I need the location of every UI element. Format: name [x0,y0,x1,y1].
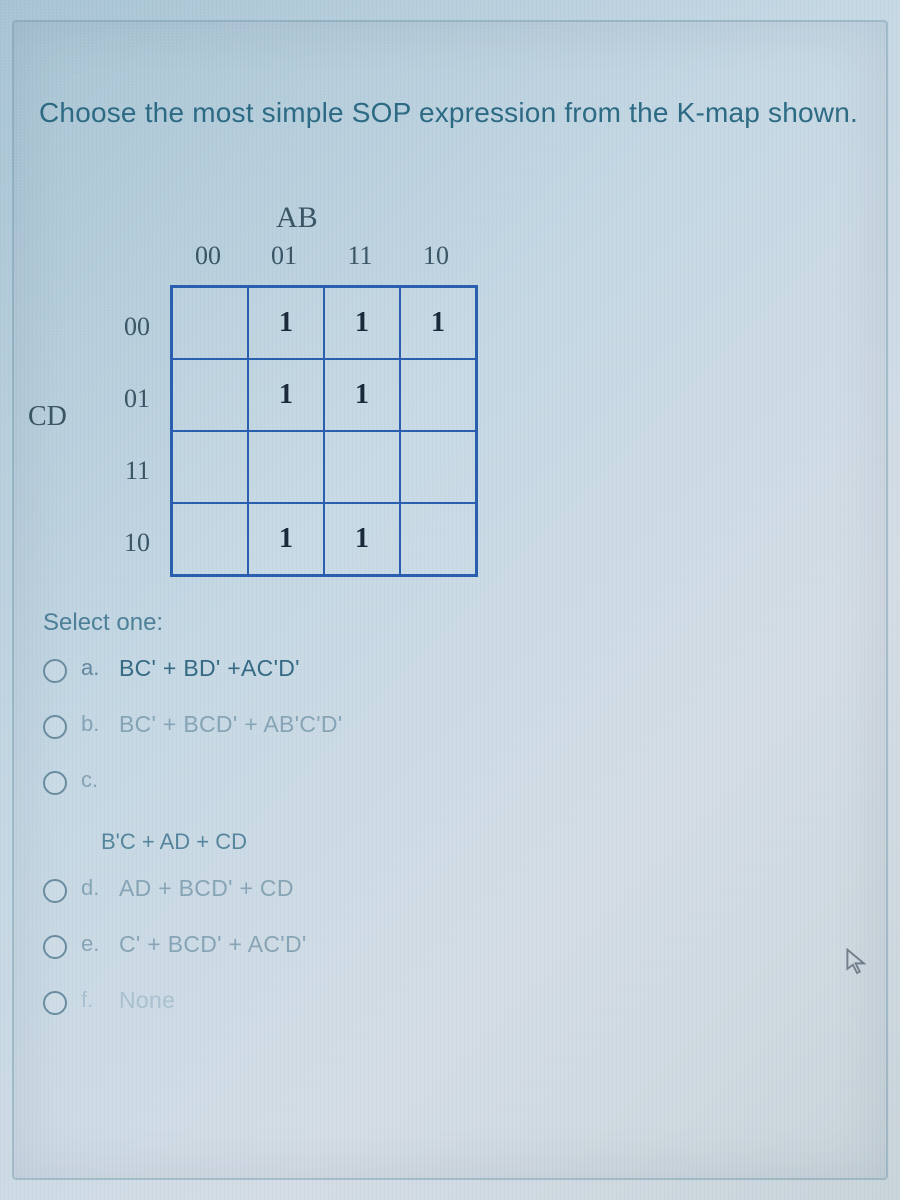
row-header: 10 [110,507,150,579]
kmap-cell [400,503,476,575]
kmap-cell: 1 [324,287,400,359]
option-letter: c. [81,767,105,793]
col-header: 01 [246,241,322,271]
kmap-cell: 1 [400,287,476,359]
col-header: 10 [398,241,474,271]
option-f[interactable]: f. None [43,987,875,1023]
kmap-cell: 1 [324,359,400,431]
kmap-left-var: CD [28,401,67,433]
row-header: 11 [110,435,150,507]
option-letter: e. [81,931,105,957]
option-text: None [119,987,175,1014]
question-content: Choose the most simple SOP expression fr… [25,45,875,1043]
kmap-cell [172,287,248,359]
row-header: 01 [110,363,150,435]
answers-block: Select one: a. BC' + BD' +AC'D' b. BC' +… [43,609,875,1023]
radio-icon[interactable] [43,771,67,795]
cursor-icon [846,948,868,976]
option-letter: b. [81,711,105,737]
option-letter: d. [81,875,105,901]
kmap-cell [172,503,248,575]
kmap-top-var: AB [276,201,318,235]
kmap-cell [248,431,324,503]
option-letter: f. [81,987,105,1013]
kmap-cell [172,431,248,503]
select-one-label: Select one: [43,609,875,637]
option-text: C' + BCD' + AC'D' [119,931,307,958]
kmap-cell: 1 [248,359,324,431]
option-letter: a. [81,655,105,681]
col-header: 00 [170,241,246,271]
kmap-col-headers: 00 01 11 10 [170,241,474,271]
option-text: BC' + BCD' + AB'C'D' [119,711,343,738]
kmap-row-headers: 00 01 11 10 [110,291,150,579]
kmap-cell: 1 [248,287,324,359]
option-text: AD + BCD' + CD [119,875,294,902]
kmap-grid: 1 1 1 1 1 1 1 [170,285,478,577]
kmap-cell: 1 [248,503,324,575]
option-c[interactable]: c. B'C + AD + CD [43,767,875,855]
option-e[interactable]: e. C' + BCD' + AC'D' [43,931,875,967]
option-text: B'C + AD + CD [101,829,875,855]
radio-icon[interactable] [43,715,67,739]
kmap-cell: 1 [324,503,400,575]
kmap-cell [400,359,476,431]
kmap-cell [324,431,400,503]
kmap-cell [172,359,248,431]
question-text: Choose the most simple SOP expression fr… [25,45,875,139]
option-b[interactable]: b. BC' + BCD' + AB'C'D' [43,711,875,747]
option-text: BC' + BD' +AC'D' [119,655,300,682]
radio-icon[interactable] [43,659,67,683]
kmap-cell [400,431,476,503]
option-d[interactable]: d. AD + BCD' + CD [43,875,875,911]
col-header: 11 [322,241,398,271]
radio-icon[interactable] [43,879,67,903]
row-header: 00 [110,291,150,363]
option-a[interactable]: a. BC' + BD' +AC'D' [43,655,875,691]
radio-icon[interactable] [43,935,67,959]
radio-icon[interactable] [43,991,67,1015]
